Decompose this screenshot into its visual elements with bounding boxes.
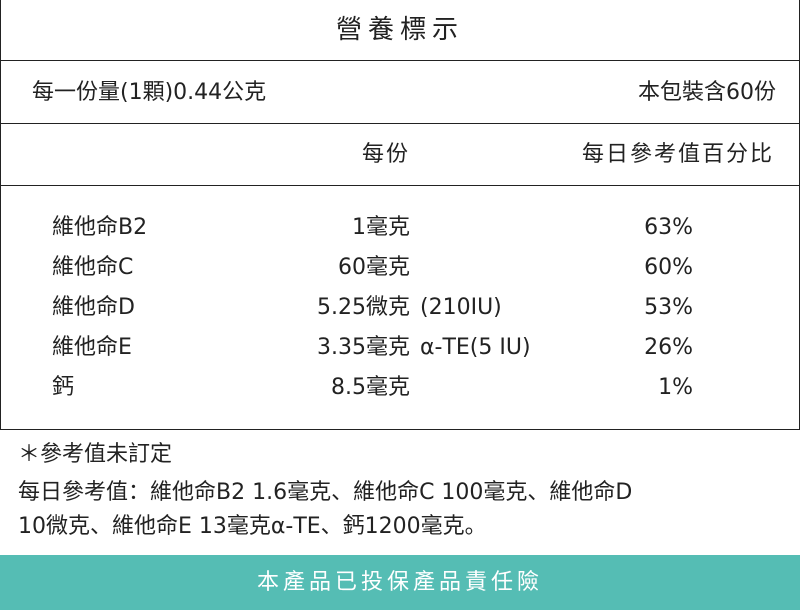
divider bbox=[0, 60, 800, 61]
daily-value: 53% bbox=[644, 295, 693, 320]
serving-size: 每一份量(1顆)0.44公克 bbox=[32, 80, 267, 105]
amount-note: (210IU) bbox=[420, 295, 502, 320]
daily-value: 1% bbox=[658, 375, 693, 400]
column-header: 每日參考值百分比 bbox=[581, 142, 774, 167]
note: 每日參考值：維他命B2 1.6毫克、維他命C 100毫克、維他命D bbox=[18, 480, 633, 505]
daily-value: 26% bbox=[644, 335, 693, 360]
divider bbox=[0, 185, 800, 186]
title: 營養標示 bbox=[335, 15, 464, 45]
amount: 1毫克 bbox=[352, 215, 410, 240]
amount-note: α-TE(5 IU) bbox=[420, 335, 531, 360]
amount: 60毫克 bbox=[338, 255, 410, 280]
nutrient-name: 鈣 bbox=[52, 375, 75, 400]
amount: 8.5毫克 bbox=[331, 375, 410, 400]
nutrient-name: 維他命C bbox=[52, 255, 134, 280]
note: ＊參考值未訂定 bbox=[18, 442, 173, 467]
nutrient-name: 維他命B2 bbox=[52, 215, 148, 240]
daily-value: 63% bbox=[644, 215, 693, 240]
daily-value: 60% bbox=[644, 255, 693, 280]
note: 10微克、維他命E 13毫克α-TE、鈣1200毫克。 bbox=[18, 514, 487, 539]
nutrient-name: 維他命D bbox=[52, 295, 135, 320]
nutrient-name: 維他命E bbox=[52, 335, 132, 360]
amount: 5.25微克 bbox=[317, 295, 410, 320]
divider bbox=[0, 123, 800, 124]
servings-per-package: 本包裝含60份 bbox=[638, 80, 776, 105]
amount: 3.35毫克 bbox=[317, 335, 410, 360]
footer: 本產品已投保產品責任險 bbox=[0, 555, 800, 610]
column-header: 每份 bbox=[361, 142, 410, 167]
